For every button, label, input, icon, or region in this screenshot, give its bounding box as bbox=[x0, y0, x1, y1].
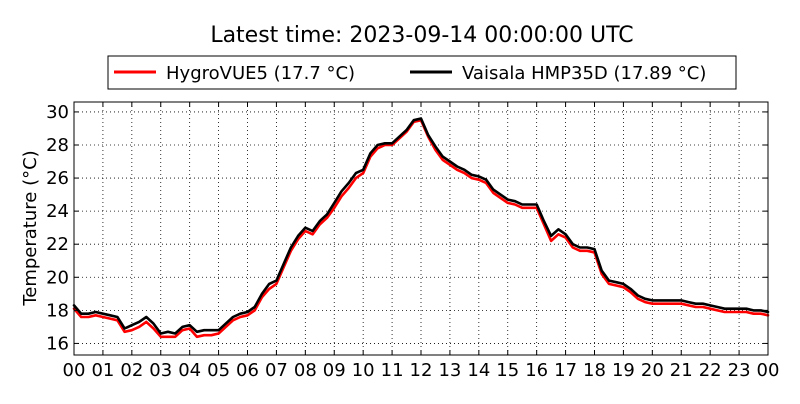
series-line-0 bbox=[72, 118, 770, 339]
y-tick-label: 30 bbox=[46, 102, 69, 123]
y-tick-label: 28 bbox=[46, 135, 69, 156]
x-tick-label: 21 bbox=[670, 360, 693, 381]
x-tick-label: 22 bbox=[699, 360, 722, 381]
x-tick-label: 17 bbox=[554, 360, 577, 381]
series-line-1 bbox=[72, 117, 770, 335]
axis-tick-labels: 00 01 02 03 04 05 06 07 08 09 10 11 12 13 14 15 16 17 18 19… bbox=[46, 102, 779, 381]
x-tick-label: 18 bbox=[583, 360, 606, 381]
x-tick-label: 12 bbox=[410, 360, 433, 381]
x-tick-label: 00 bbox=[757, 360, 780, 381]
x-tick-label: 11 bbox=[381, 360, 404, 381]
series-layer bbox=[72, 117, 770, 339]
axis-ticks bbox=[73, 102, 769, 355]
x-tick-label: 01 bbox=[91, 360, 114, 381]
y-tick-label: 26 bbox=[46, 168, 69, 189]
y-tick-label: 18 bbox=[46, 300, 69, 321]
x-tick-label: 03 bbox=[149, 360, 172, 381]
x-tick-label: 14 bbox=[467, 360, 490, 381]
y-tick-label: 22 bbox=[46, 234, 69, 255]
plot-area-frame bbox=[73, 101, 769, 356]
x-tick-label: 13 bbox=[438, 360, 461, 381]
legend-label-series-0: HygroVUE5 (17.7 °C) bbox=[166, 63, 355, 84]
x-tick-label: 15 bbox=[496, 360, 519, 381]
x-tick-label: 09 bbox=[323, 360, 346, 381]
legend-label-series-1: Vaisala HMP35D (17.89 °C) bbox=[462, 63, 706, 84]
y-tick-label: 16 bbox=[46, 333, 69, 354]
x-tick-label: 05 bbox=[207, 360, 230, 381]
y-tick-label: 24 bbox=[46, 201, 69, 222]
y-tick-label: 20 bbox=[46, 267, 69, 288]
x-tick-label: 23 bbox=[728, 360, 751, 381]
y-axis-label: Temperature (°C) bbox=[20, 150, 41, 306]
x-tick-label: 20 bbox=[641, 360, 664, 381]
x-tick-label: 10 bbox=[352, 360, 375, 381]
x-tick-label: 19 bbox=[612, 360, 635, 381]
x-tick-label: 06 bbox=[236, 360, 259, 381]
x-tick-label: 04 bbox=[178, 360, 201, 381]
x-tick-label: 00 bbox=[63, 360, 86, 381]
x-tick-label: 08 bbox=[294, 360, 317, 381]
chart-title: Latest time: 2023-09-14 00:00:00 UTC bbox=[210, 23, 633, 48]
x-tick-label: 16 bbox=[525, 360, 548, 381]
x-tick-label: 02 bbox=[120, 360, 143, 381]
grid bbox=[74, 102, 768, 355]
legend: HygroVUE5 (17.7 °C) Vaisala HMP35D (17.8… bbox=[107, 55, 737, 90]
x-tick-label: 07 bbox=[265, 360, 288, 381]
